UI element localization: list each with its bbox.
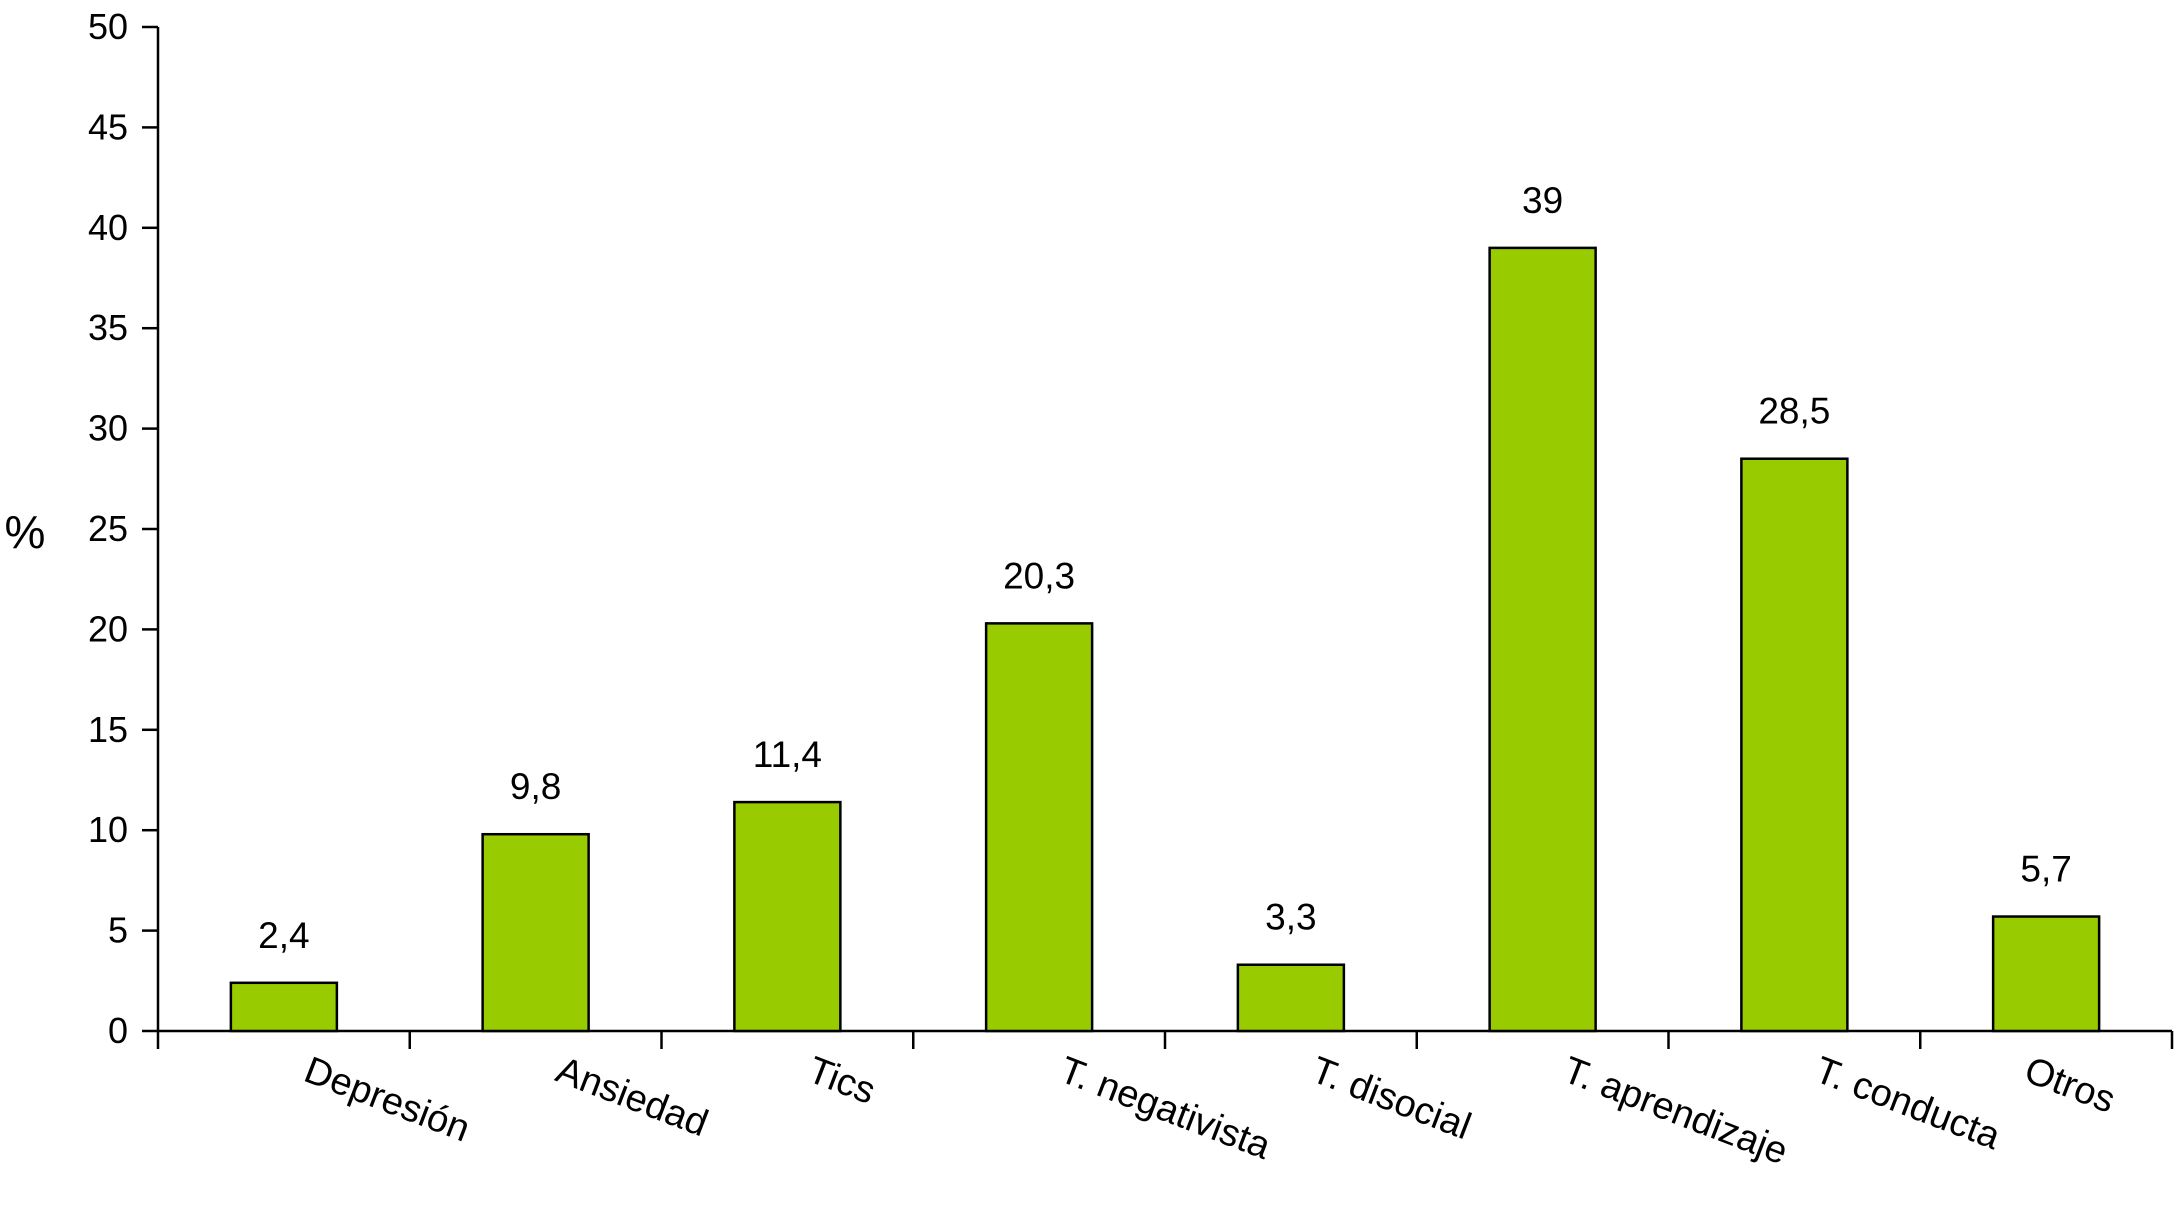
y-tick-label: 15 (88, 709, 128, 750)
bar (229, 981, 339, 1033)
y-tick-label: 50 (88, 6, 128, 47)
value-label: 39 (1522, 180, 1563, 221)
bar (481, 832, 590, 1033)
y-tick-label: 20 (88, 608, 128, 649)
y-tick-label: 30 (88, 408, 128, 449)
x-tick-label: Depresión (299, 1049, 476, 1150)
y-axis-ticks: 0 5 10 15 20 25 30 35 40 45 50 (88, 6, 158, 1051)
x-tick-label: Tics (802, 1049, 881, 1113)
y-tick-label: 5 (108, 910, 128, 951)
y-tick-label: 35 (88, 307, 128, 348)
x-tick-label: T. disocial (1306, 1049, 1477, 1148)
y-tick-label: 0 (108, 1010, 128, 1051)
bar (1740, 457, 1849, 1033)
x-tick-label: Ansiedad (550, 1049, 713, 1145)
value-label: 28,5 (1758, 391, 1830, 432)
value-labels: 2,4 9,8 11,4 20,3 3,3 39 28,5 5,7 (258, 180, 2072, 956)
y-axis-label: % (5, 506, 46, 558)
bar (733, 800, 842, 1033)
x-axis-labels: Depresión Ansiedad Tics T. negativista T. di… (299, 1049, 2121, 1173)
bar (1488, 246, 1597, 1033)
axes (156, 27, 2174, 1049)
x-tick-label: T. negativista (1054, 1049, 1277, 1168)
value-label: 5,7 (2020, 849, 2071, 890)
bars (229, 246, 2101, 1033)
x-tick-label: T. aprendizaje (1557, 1049, 1793, 1173)
value-label: 11,4 (753, 734, 822, 775)
y-tick-label: 40 (88, 207, 128, 248)
value-label: 3,3 (1265, 897, 1316, 938)
y-tick-label: 25 (88, 508, 128, 549)
x-tick-label: Otros (2019, 1049, 2121, 1122)
bar (1236, 963, 1346, 1033)
y-tick-label: 10 (88, 809, 128, 850)
bar (1991, 915, 2101, 1033)
value-label: 20,3 (1003, 555, 1075, 596)
bar (984, 622, 1094, 1033)
value-label: 2,4 (258, 915, 309, 956)
x-tick-label: T. conducta (1809, 1049, 2006, 1158)
y-tick-label: 45 (88, 106, 128, 147)
value-label: 9,8 (510, 766, 561, 807)
